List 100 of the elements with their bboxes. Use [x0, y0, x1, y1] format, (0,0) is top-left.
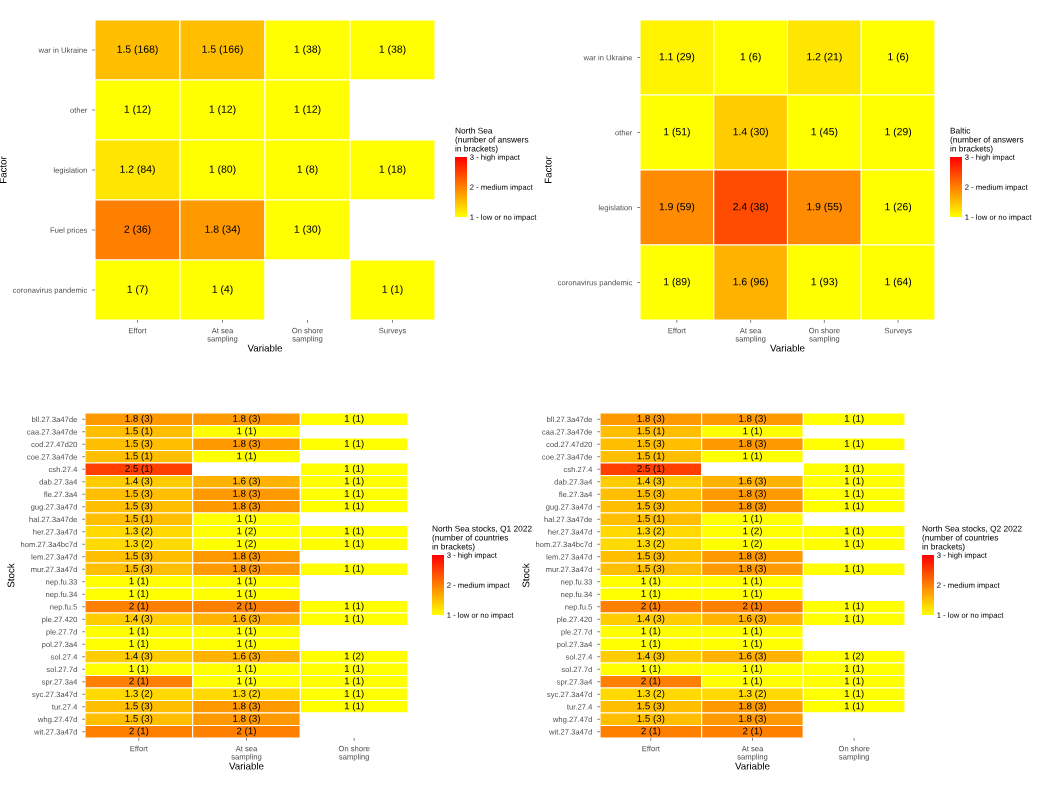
- data-label: 1 (1): [844, 702, 864, 712]
- data-label: 1.5 (1): [637, 514, 665, 524]
- color-bar-title: North Sea (number of answers in brackets): [455, 127, 529, 154]
- x-axis-title: Variable: [735, 762, 770, 770]
- data-label: 1 (38): [294, 45, 321, 55]
- data-label: 1 (1): [129, 577, 149, 587]
- data-label: 1.3 (2): [637, 527, 665, 537]
- data-label: 1 (89): [664, 277, 690, 288]
- data-label: 1.5 (1): [125, 427, 153, 437]
- data-label: 2 (1): [129, 727, 149, 737]
- data-label: 1.8 (3): [739, 439, 766, 449]
- data-label: 1 (1): [844, 527, 864, 537]
- data-label: 1.8 (3): [233, 489, 260, 499]
- data-label: 1.8 (3): [637, 414, 665, 424]
- data-label: 1 (12): [209, 105, 236, 115]
- y-axis-title: Factor: [0, 156, 7, 183]
- data-label: 1 (2): [844, 652, 864, 662]
- data-label: 1 (1): [641, 589, 661, 599]
- data-label: 1.4 (3): [125, 652, 153, 662]
- data-label: 1 (1): [844, 564, 864, 574]
- data-label: 1.3 (2): [125, 689, 153, 699]
- data-label: 1.8 (3): [233, 439, 260, 449]
- data-label: 1.2 (84): [120, 165, 155, 175]
- data-label: 1 (1): [344, 439, 364, 449]
- data-label: 1.5 (1): [125, 452, 153, 462]
- data-label: 1.5 (3): [637, 439, 665, 449]
- data-label: 1.4 (3): [637, 652, 665, 662]
- y-axis-title: Factor: [544, 156, 552, 183]
- data-label: 2 (36): [124, 225, 151, 235]
- data-label: 1.5 (3): [125, 502, 153, 512]
- data-label: 1 (7): [127, 285, 148, 295]
- data-label: 1 (1): [844, 464, 864, 474]
- data-label: 1.4 (30): [733, 127, 768, 138]
- data-label: 1 (1): [344, 614, 364, 624]
- data-label: 1.9 (55): [807, 202, 842, 213]
- data-label: 1 (1): [641, 577, 661, 587]
- data-label: 2 (1): [641, 602, 661, 612]
- data-label: 1.8 (34): [205, 225, 240, 235]
- data-label: 1.8 (3): [233, 414, 260, 424]
- data-label: 1 (2): [743, 527, 762, 537]
- data-label: 2 (1): [742, 727, 762, 737]
- data-label: 1 (1): [237, 514, 256, 524]
- data-label: 1.5 (3): [125, 702, 153, 712]
- data-label: 1.8 (3): [233, 702, 260, 712]
- data-label: 1 (1): [641, 627, 661, 637]
- data-label: 1.8 (3): [233, 502, 260, 512]
- data-label: 1.8 (3): [739, 564, 766, 574]
- data-label: 1 (1): [344, 602, 364, 612]
- data-label: 1.5 (3): [125, 564, 153, 574]
- data-label: 1 (1): [237, 577, 256, 587]
- data-label: 1 (1): [344, 702, 364, 712]
- data-label: 1.2 (21): [807, 52, 842, 63]
- data-label: 1.6 (3): [739, 652, 766, 662]
- x-axis-title: Variable: [770, 344, 805, 352]
- data-label: 1 (1): [344, 527, 364, 537]
- data-label: 1 (2): [743, 539, 762, 549]
- data-label: 1 (51): [664, 127, 690, 138]
- data-label: 1 (1): [344, 502, 364, 512]
- data-label: 1.5 (1): [637, 427, 665, 437]
- data-label: 2 (1): [237, 602, 256, 612]
- data-label: 1 (1): [743, 639, 762, 649]
- x-axis-title: Variable: [229, 762, 264, 770]
- data-label: 1 (1): [344, 564, 364, 574]
- data-label: 1.5 (166): [202, 45, 243, 55]
- data-label: 1 (1): [743, 664, 762, 674]
- data-label: 1 (4): [212, 285, 233, 295]
- data-label: 1.6 (3): [739, 477, 766, 487]
- data-label: 1 (18): [379, 165, 406, 175]
- data-label: 1 (1): [743, 427, 762, 437]
- data-label: 1.4 (3): [125, 614, 153, 624]
- data-label: 1.6 (3): [233, 652, 260, 662]
- data-label: 2.5 (1): [125, 464, 153, 474]
- data-label: 1.6 (3): [233, 614, 260, 624]
- data-label: 1.3 (2): [739, 689, 766, 699]
- data-label: 2 (1): [129, 602, 149, 612]
- data-label: 2 (1): [641, 727, 661, 737]
- data-label: 1 (1): [743, 514, 762, 524]
- data-label: 1.4 (3): [125, 477, 153, 487]
- data-label: 1.5 (3): [637, 502, 665, 512]
- data-label: 1 (1): [641, 639, 661, 649]
- data-label: 1.4 (3): [637, 477, 665, 487]
- data-label: 1.4 (3): [637, 614, 665, 624]
- data-label: 1 (80): [209, 165, 236, 175]
- data-label: 1 (26): [885, 202, 912, 213]
- data-label: 1.8 (3): [739, 502, 766, 512]
- data-label: 1.5 (1): [637, 452, 665, 462]
- data-label: 1.5 (3): [637, 489, 665, 499]
- data-label: 1.5 (3): [125, 552, 153, 562]
- data-label: 1 (12): [294, 105, 321, 115]
- data-label: 1.5 (168): [117, 45, 158, 55]
- data-label: 1.3 (2): [233, 689, 260, 699]
- data-label: 1 (29): [885, 127, 912, 138]
- data-label: 1 (1): [129, 589, 149, 599]
- data-label: 1 (38): [379, 45, 406, 55]
- data-label: 1.5 (3): [125, 489, 153, 499]
- data-label: 2.5 (1): [637, 464, 665, 474]
- data-label: 1 (1): [237, 589, 256, 599]
- data-label: 1.3 (2): [637, 689, 665, 699]
- data-label: 1 (1): [344, 689, 364, 699]
- data-label: 1 (1): [844, 502, 864, 512]
